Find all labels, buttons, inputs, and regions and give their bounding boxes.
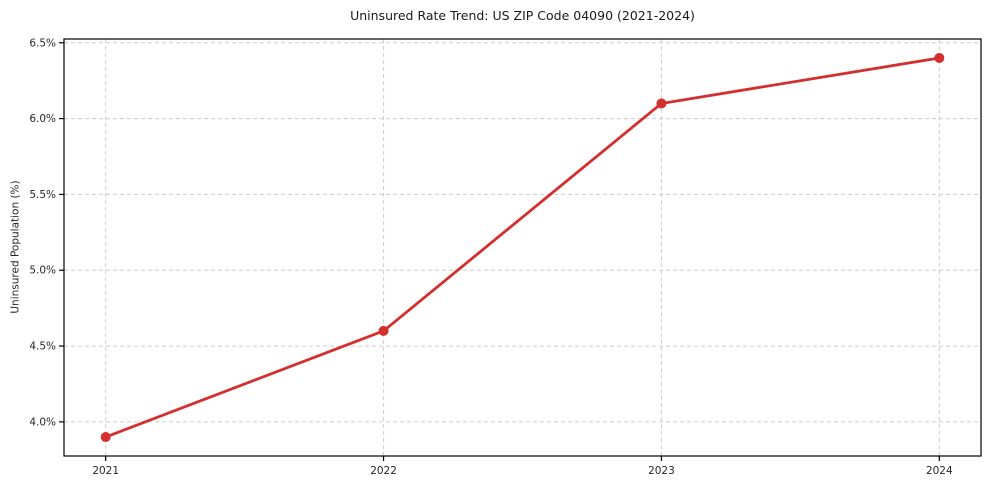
y-tick-label: 6.5% — [29, 37, 56, 49]
data-point — [934, 52, 945, 63]
y-tick-label: 4.0% — [29, 416, 56, 428]
x-tick-label: 2022 — [370, 465, 397, 477]
data-point — [656, 98, 667, 109]
y-tick-label: 5.0% — [29, 265, 56, 277]
y-tick-label: 6.0% — [29, 113, 56, 125]
x-tick-label: 2024 — [926, 465, 953, 477]
y-tick-label: 5.5% — [29, 189, 56, 201]
plot-border — [63, 38, 982, 457]
data-point — [378, 325, 389, 336]
data-point — [100, 432, 111, 443]
x-tick-label: 2023 — [648, 465, 675, 477]
x-tick-label: 2021 — [92, 465, 119, 477]
chart-title: Uninsured Rate Trend: US ZIP Code 04090 … — [350, 8, 695, 23]
data-line — [104, 56, 941, 439]
y-tick-label: 4.5% — [29, 341, 56, 353]
